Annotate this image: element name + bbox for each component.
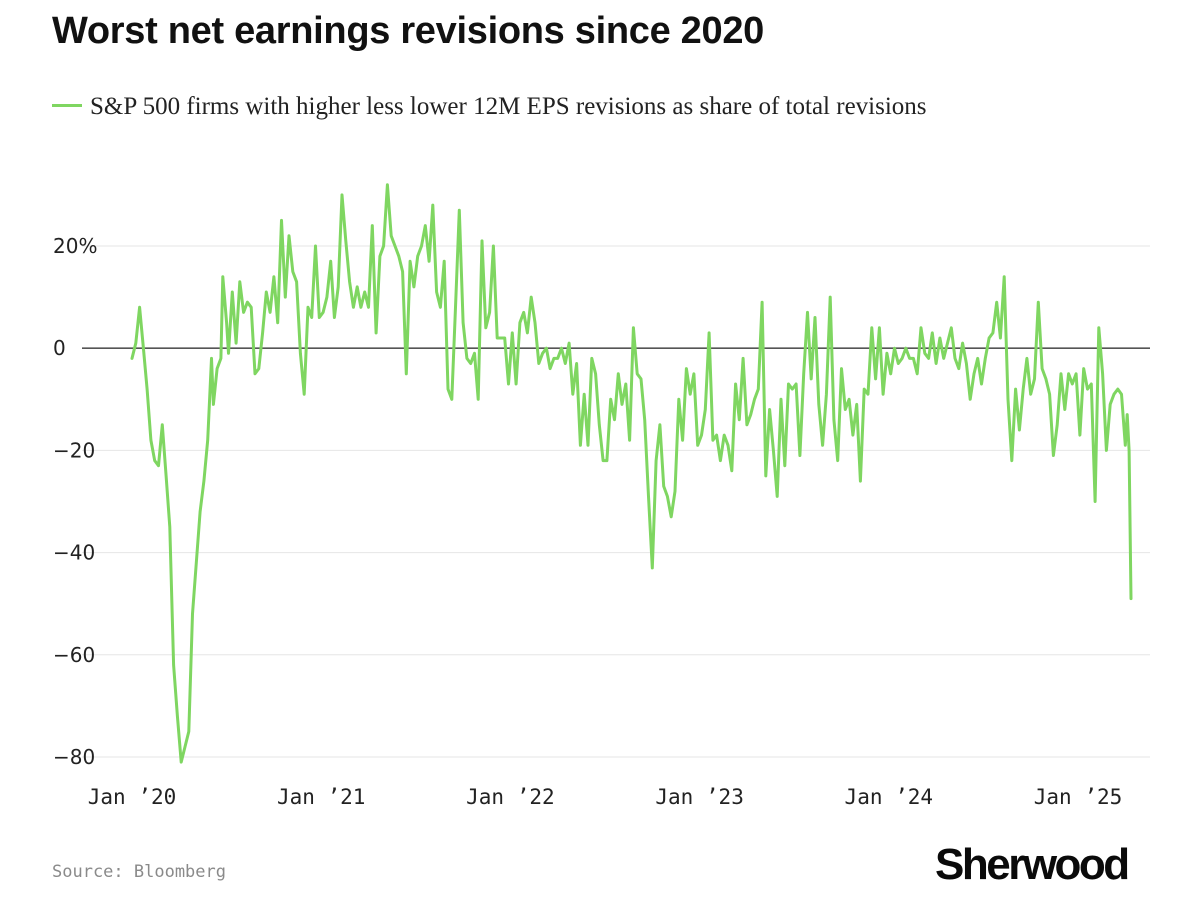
x-tick-label: Jan ’25 — [1034, 785, 1123, 809]
legend-swatch — [52, 103, 82, 107]
y-tick-label: 20% — [53, 234, 97, 258]
series-layer — [130, 183, 1133, 764]
gridlines — [82, 245, 1150, 758]
y-tick-label: −20 — [53, 438, 95, 462]
y-tick-label: −40 — [53, 541, 95, 565]
x-tick-label: Jan ’24 — [845, 785, 934, 809]
x-axis: Jan ’20 Jan ’21 Jan ’22 Jan ’23 Jan ’24 Jan ’… — [88, 785, 1123, 809]
x-tick-label: Jan ’21 — [277, 785, 366, 809]
legend: S&P 500 firms with higher less lower 12M… — [52, 86, 1052, 128]
series-line — [130, 183, 1133, 764]
y-tick-label: −60 — [53, 643, 95, 667]
sherwood-logo: Sherwood — [935, 840, 1130, 889]
x-tick-label: Jan ’20 — [88, 785, 177, 809]
y-axis: 20% 0 −20 −40 −60 −80 — [53, 234, 97, 769]
y-tick-label: 0 — [53, 336, 66, 360]
legend-label: S&P 500 firms with higher less lower 12M… — [90, 93, 927, 120]
x-tick-label: Jan ’23 — [655, 785, 744, 809]
chart-title: Worst net earnings revisions since 2020 — [52, 10, 765, 52]
x-tick-label: Jan ’22 — [466, 785, 555, 809]
source-note: Source: Bloomberg — [52, 862, 226, 882]
y-tick-label: −80 — [53, 745, 95, 769]
